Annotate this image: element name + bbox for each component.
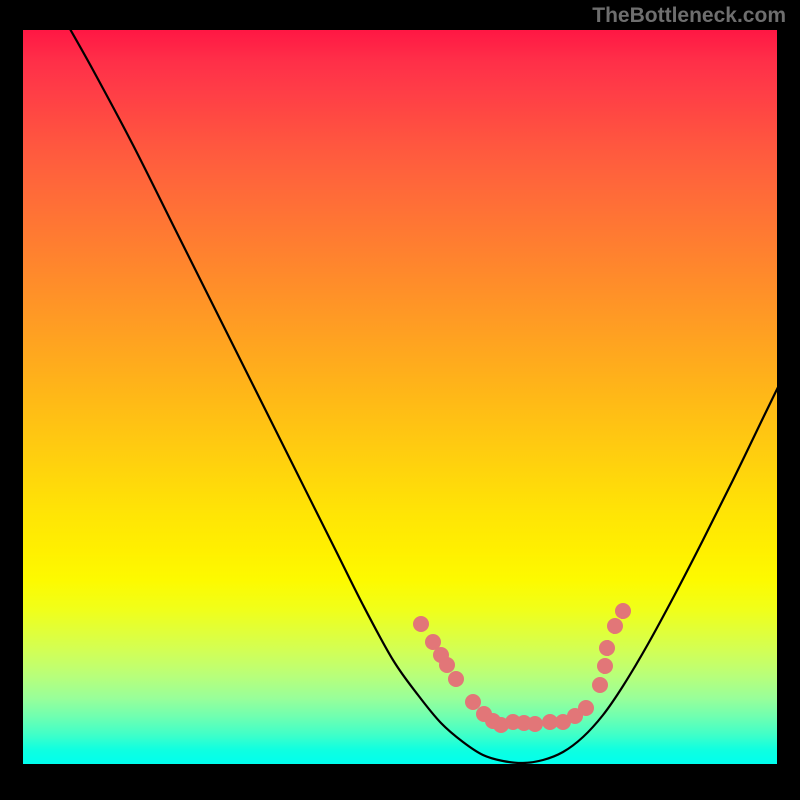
marker-point: [615, 603, 631, 619]
marker-point: [448, 671, 464, 687]
marker-point: [413, 616, 429, 632]
watermark-text: TheBottleneck.com: [592, 4, 786, 28]
chart-svg-layer: [23, 30, 777, 764]
curve-markers: [413, 603, 631, 733]
marker-point: [597, 658, 613, 674]
marker-point: [607, 618, 623, 634]
marker-point: [592, 677, 608, 693]
marker-point: [527, 716, 543, 732]
chart-plot-area: [23, 30, 777, 764]
bottleneck-curve: [62, 30, 777, 763]
marker-point: [439, 657, 455, 673]
marker-point: [599, 640, 615, 656]
marker-point: [578, 700, 594, 716]
marker-point: [465, 694, 481, 710]
